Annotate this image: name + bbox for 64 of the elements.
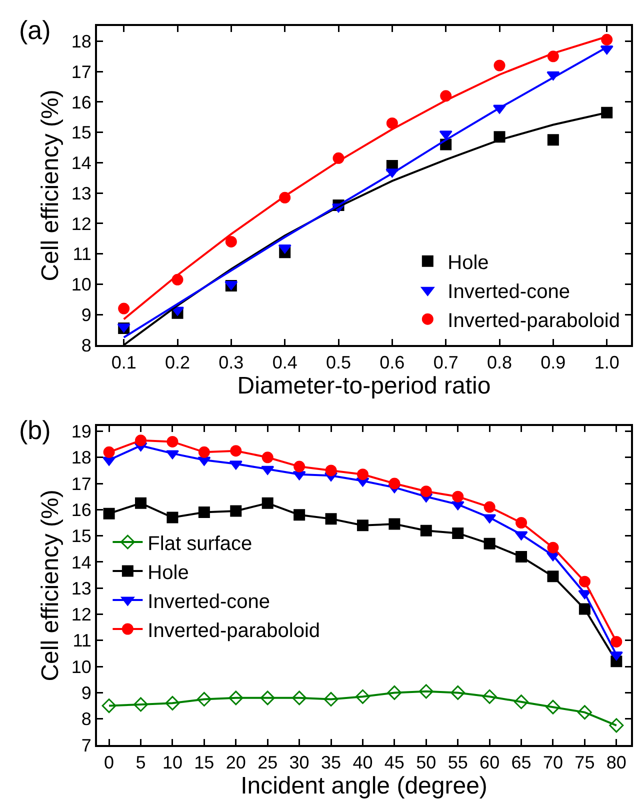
x-tick-label: 0.7 (433, 352, 458, 373)
y-tick-label: 14 (71, 552, 92, 572)
y-tick-label: 14 (71, 153, 92, 174)
x-tick-label: 0.5 (326, 352, 352, 373)
y-tick-label: 12 (71, 214, 92, 234)
x-tick-label: 70 (542, 752, 564, 773)
chart-title: (b) (19, 415, 51, 445)
y-tick-label: 15 (71, 122, 92, 143)
x-tick-label: 60 (480, 752, 500, 773)
x-tick-label: 1.0 (594, 352, 620, 373)
y-tick-label: 11 (72, 244, 92, 264)
y-tick-label: 16 (71, 500, 92, 520)
y-tick-label: 8 (81, 335, 92, 356)
x-tick-label: 10 (162, 752, 182, 773)
x-tick-label: 80 (606, 752, 626, 773)
y-tick-label: 19 (71, 422, 92, 442)
x-tick-label: 40 (352, 752, 373, 773)
y-tick-label: 7 (81, 735, 92, 756)
x-tick-label: 25 (258, 752, 278, 773)
y-tick-label: 13 (71, 183, 92, 204)
y-tick-label: 13 (71, 578, 92, 598)
legend-label: Inverted-cone (448, 280, 570, 303)
x-tick-label: 0.4 (272, 352, 298, 373)
x-axis-title: Incident angle (degree) (240, 772, 488, 800)
x-tick-label: 55 (448, 752, 468, 773)
y-tick-label: 17 (71, 474, 92, 494)
x-tick-label: 75 (574, 752, 595, 773)
x-tick-label: 0.8 (486, 352, 512, 373)
chart-title: (a) (19, 15, 51, 45)
legend-label: Inverted-cone (148, 590, 270, 613)
x-tick-label: 65 (511, 752, 532, 773)
x-tick-label: 0 (104, 752, 114, 773)
y-tick-label: 16 (71, 92, 92, 112)
x-tick-label: 0.1 (111, 352, 136, 373)
x-tick-label: 5 (136, 752, 146, 773)
x-tick-label: 45 (384, 752, 404, 773)
y-tick-label: 9 (81, 304, 92, 325)
x-tick-label: 0.3 (218, 352, 244, 373)
y-tick-label: 11 (72, 630, 92, 651)
y-axis-title: Cell efficiency (%) (36, 490, 64, 682)
y-tick-label: 12 (71, 604, 92, 625)
legend-label: Inverted-paraboloid (148, 620, 320, 642)
y-tick-label: 17 (71, 62, 92, 82)
y-tick-label: 10 (71, 656, 92, 677)
x-tick-label: 0.9 (540, 352, 566, 373)
y-axis-title: Cell efficiency (%) (36, 90, 64, 282)
x-axis-title: Diameter-to-period ratio (237, 372, 491, 400)
y-tick-label: 15 (71, 526, 92, 546)
x-tick-label: 50 (416, 752, 436, 773)
x-tick-label: 0.6 (380, 352, 405, 373)
y-tick-label: 9 (81, 683, 92, 703)
legend-label: Inverted-paraboloid (448, 310, 620, 332)
legend-label: Flat surface (148, 532, 252, 555)
y-tick-label: 8 (81, 709, 92, 730)
legend-label: Hole (448, 252, 489, 274)
y-tick-label: 18 (71, 31, 92, 52)
y-tick-label: 10 (71, 274, 92, 295)
legend-label: Hole (148, 562, 189, 584)
x-tick-label: 20 (226, 752, 246, 773)
x-tick-label: 0.2 (164, 352, 190, 373)
x-tick-label: 30 (289, 752, 310, 773)
y-tick-label: 18 (71, 448, 92, 468)
x-tick-label: 35 (321, 752, 342, 773)
x-tick-label: 15 (194, 752, 214, 773)
